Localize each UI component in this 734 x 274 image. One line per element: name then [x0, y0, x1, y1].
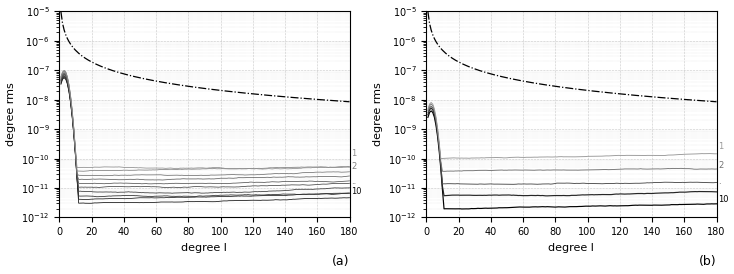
Y-axis label: degree rms: degree rms: [6, 82, 15, 146]
X-axis label: degree l: degree l: [548, 243, 595, 253]
Text: (b): (b): [699, 255, 716, 267]
X-axis label: degree l: degree l: [181, 243, 228, 253]
Text: .: .: [718, 177, 721, 186]
Text: 1: 1: [351, 149, 357, 158]
Y-axis label: degree rms: degree rms: [373, 82, 382, 146]
Text: 2: 2: [718, 161, 724, 170]
Text: 1: 1: [718, 142, 724, 152]
Text: 2: 2: [351, 162, 357, 171]
Text: (a): (a): [332, 255, 349, 267]
Text: ..: ..: [351, 177, 357, 185]
Text: 10: 10: [351, 187, 362, 196]
Text: 10: 10: [718, 195, 729, 204]
